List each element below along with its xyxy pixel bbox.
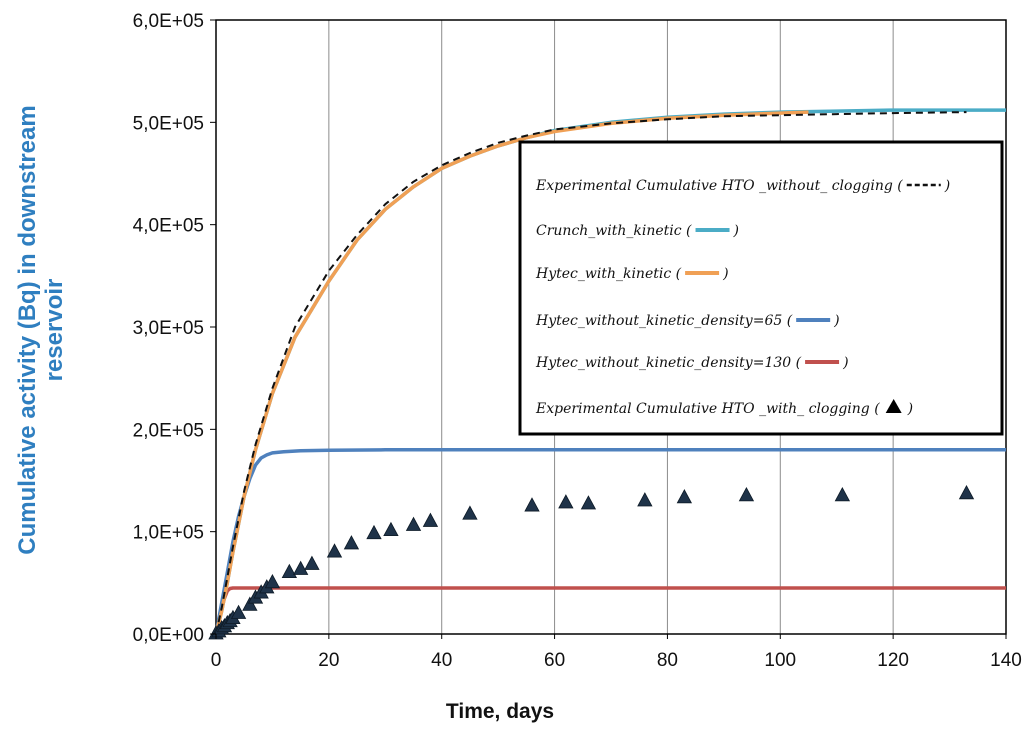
x-axis-ticks: 0 20 40 60 80 100 120 140 <box>211 634 1022 671</box>
y-tick-label: 3,0E+05 <box>133 318 204 339</box>
legend-items: Experimental Cumulative HTO _without_ cl… <box>535 178 950 417</box>
y-axis-ticks: 0,0E+00 1,0E+05 2,0E+05 3,0E+05 4,0E+05 5,0E+… <box>133 11 216 646</box>
legend-close-paren: ) <box>944 178 950 194</box>
legend-box <box>518 140 1004 436</box>
x-axis-label: Time, days <box>446 700 554 723</box>
series-layer <box>208 108 1006 640</box>
legend-close-paren: ) <box>842 355 848 371</box>
series-3-line <box>214 448 1006 635</box>
data-point-triangle <box>366 524 382 540</box>
y-tick-label: 2,0E+05 <box>133 420 204 441</box>
legend-close-paren: ) <box>907 401 913 417</box>
legend-label: Experimental Cumulative HTO _with_ clogg… <box>535 401 880 417</box>
legend-close-paren: ) <box>722 266 728 282</box>
legend-close-paren: ) <box>733 223 739 239</box>
legend-label: Experimental Cumulative HTO _without_ cl… <box>535 178 903 194</box>
legend-label: Hytec_with_kinetic ( <box>535 266 682 282</box>
data-point-triangle <box>524 497 540 512</box>
x-tick-label: 20 <box>318 650 339 671</box>
legend-label: Crunch_with_kinetic ( <box>536 223 692 239</box>
x-tick-label: 140 <box>990 650 1022 671</box>
y-tick-label: 0,0E+00 <box>133 625 204 646</box>
x-tick-label: 100 <box>764 650 796 671</box>
data-point-triangle <box>326 543 343 558</box>
legend: Experimental Cumulative HTO _without_ cl… <box>518 140 1004 436</box>
legend-label: Hytec_without_kinetic_density=130 ( <box>535 355 802 371</box>
legend-item: Experimental Cumulative HTO _with_ clogg… <box>535 399 913 417</box>
data-point-triangle <box>383 521 399 537</box>
y-tick-label: 1,0E+05 <box>133 523 204 544</box>
series-0-line <box>215 111 967 635</box>
data-point-triangle <box>580 495 597 510</box>
legend-swatch <box>885 399 902 413</box>
y-axis-label: Cumulative activity (Bq) in downstream <box>14 105 41 554</box>
series-5-markers <box>208 484 975 640</box>
legend-label: Hytec_without_kinetic_density=65 ( <box>535 313 793 329</box>
data-point-triangle <box>834 487 851 502</box>
data-point-triangle <box>405 516 422 531</box>
data-point-triangle <box>242 596 258 611</box>
data-point-triangle <box>637 492 653 507</box>
x-tick-label: 0 <box>211 650 222 671</box>
y-tick-label: 6,0E+05 <box>133 11 204 32</box>
data-point-triangle <box>281 563 298 578</box>
x-tick-label: 80 <box>657 650 678 671</box>
legend-item: Crunch_with_kinetic () <box>536 223 739 239</box>
data-point-triangle <box>292 560 309 575</box>
legend-item: Hytec_without_kinetic_density=130 () <box>535 355 849 371</box>
y-tick-label: 5,0E+05 <box>133 113 204 134</box>
legend-item: Experimental Cumulative HTO _without_ cl… <box>535 178 950 194</box>
data-point-triangle <box>558 494 574 509</box>
legend-close-paren: ) <box>833 313 839 329</box>
y-tick-label: 4,0E+05 <box>133 216 204 237</box>
series-2-line <box>214 110 809 635</box>
x-tick-label: 40 <box>431 650 452 671</box>
legend-item: Hytec_with_kinetic () <box>535 266 729 282</box>
data-point-triangle <box>738 487 755 502</box>
data-point-triangle <box>230 604 247 619</box>
data-point-triangle <box>304 555 320 570</box>
data-point-triangle <box>958 484 975 500</box>
data-point-triangle <box>343 535 360 550</box>
x-tick-label: 60 <box>544 650 565 671</box>
x-tick-label: 120 <box>877 650 909 671</box>
legend-item: Hytec_without_kinetic_density=65 () <box>535 313 840 329</box>
y-axis-label-line2: reservoir <box>41 279 68 382</box>
series-4-line <box>214 586 1006 635</box>
data-point-triangle <box>422 512 439 527</box>
data-point-triangle <box>462 505 478 520</box>
data-point-triangle <box>264 573 281 589</box>
data-point-triangle <box>676 489 693 504</box>
